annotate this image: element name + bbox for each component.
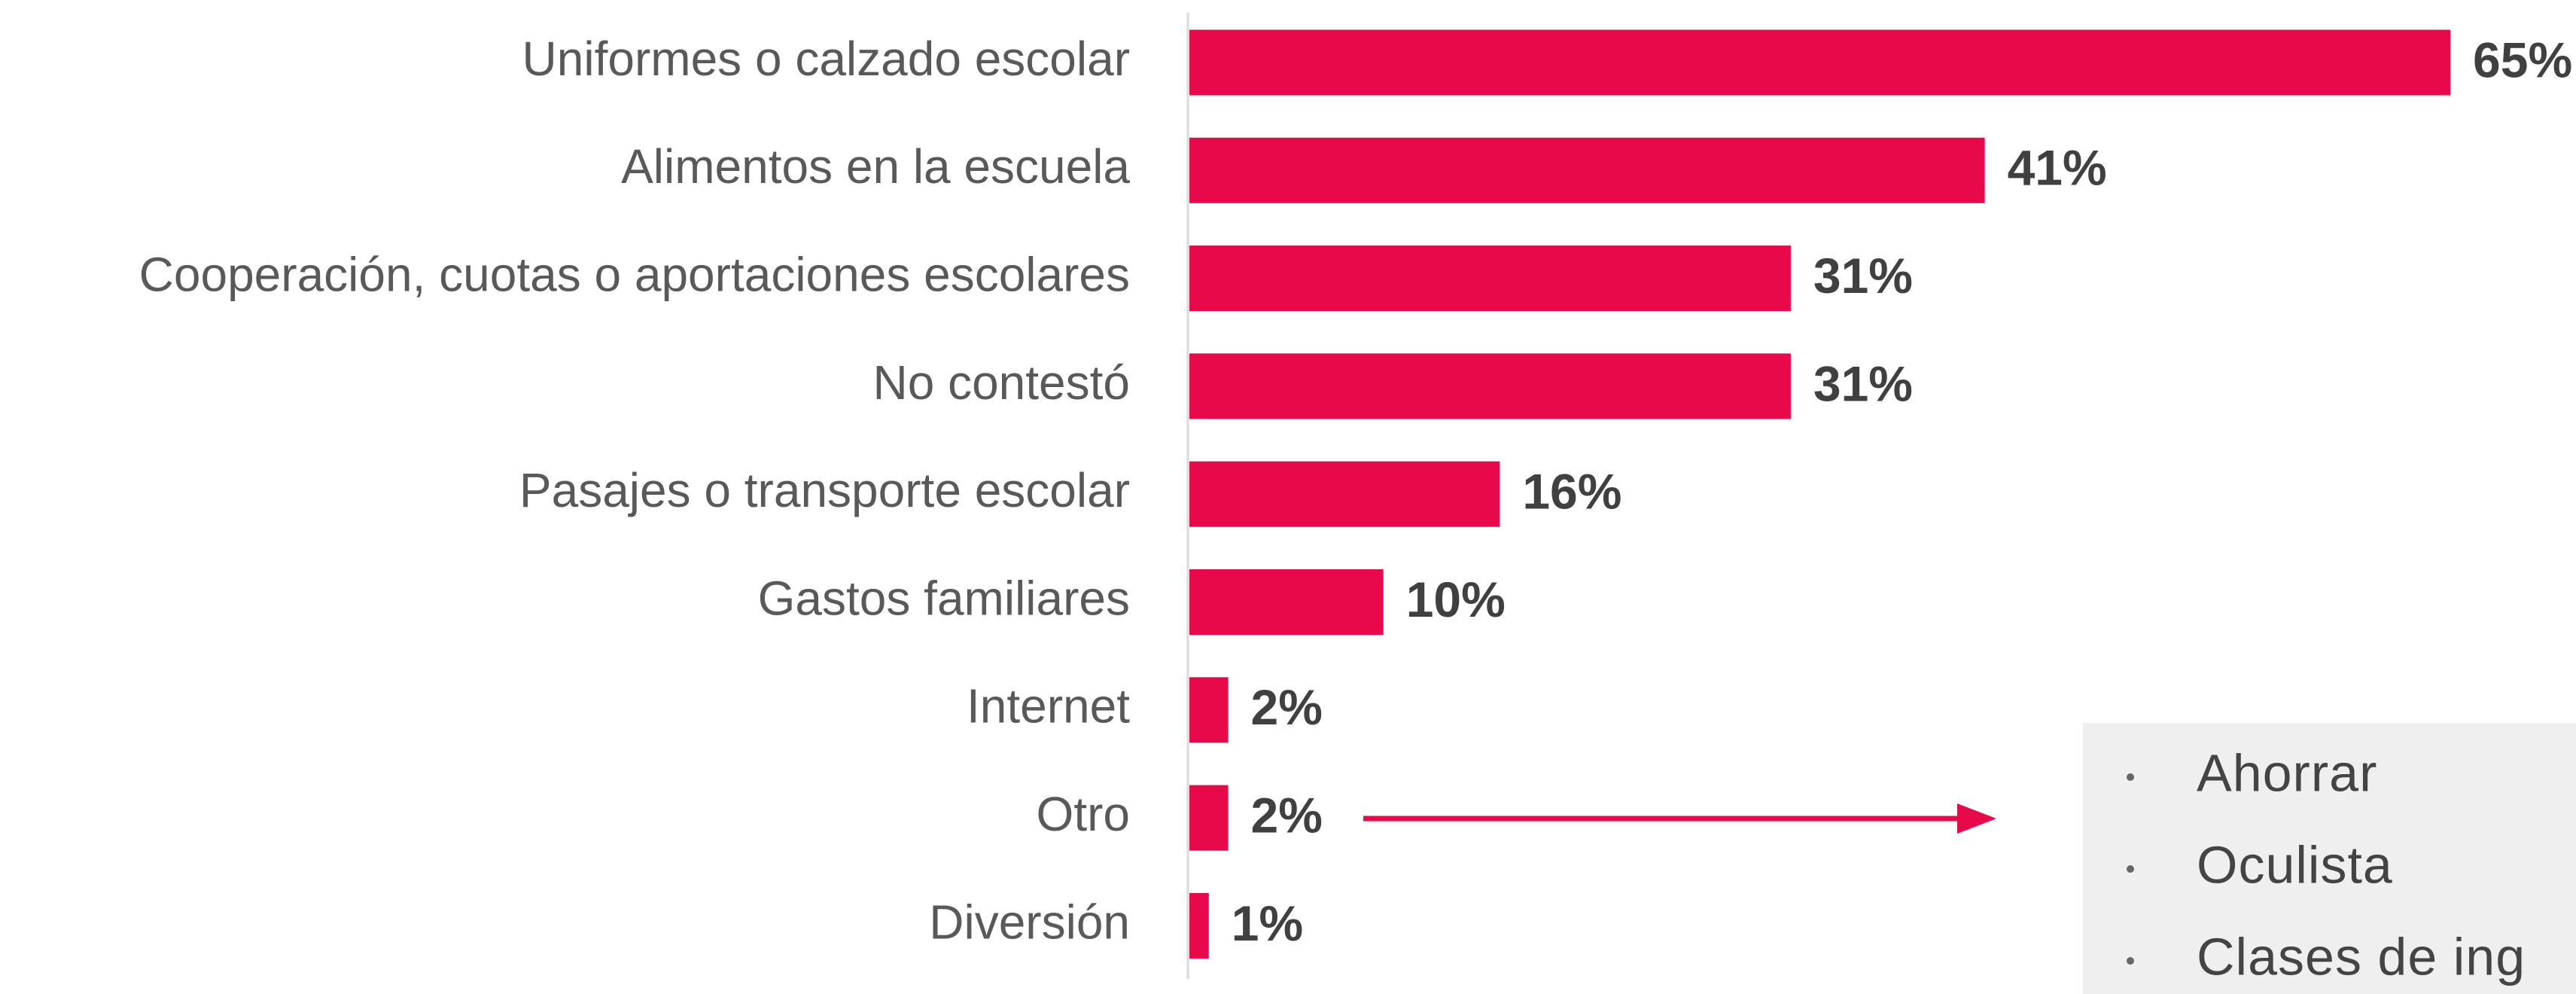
bar bbox=[1189, 137, 1985, 203]
annotation-box bbox=[2083, 723, 2576, 994]
data-label: 41% bbox=[2008, 140, 2107, 196]
data-label: 31% bbox=[1813, 355, 1913, 411]
bullet bbox=[2127, 957, 2134, 965]
bullet bbox=[2127, 865, 2134, 873]
category-label: Alimentos en la escuela bbox=[621, 139, 1130, 194]
data-label: 65% bbox=[2473, 32, 2572, 87]
arrow-head bbox=[1957, 803, 1996, 834]
category-label: Otro bbox=[1037, 787, 1130, 841]
annotation-item: Oculista bbox=[2197, 835, 2393, 894]
data-label: 2% bbox=[1251, 788, 1323, 843]
bar bbox=[1189, 245, 1791, 312]
bar bbox=[1189, 892, 1209, 959]
category-label: No contestó bbox=[872, 355, 1130, 410]
annotation-item: Ahorrar bbox=[2197, 743, 2377, 802]
data-label: 10% bbox=[1406, 572, 1506, 627]
bar bbox=[1189, 677, 1229, 743]
bullet bbox=[2127, 773, 2134, 781]
category-label: Diversión bbox=[929, 895, 1130, 949]
category-label: Pasajes o transporte escolar bbox=[519, 463, 1130, 517]
data-label: 16% bbox=[1522, 464, 1621, 520]
data-label: 31% bbox=[1813, 248, 1913, 303]
bar bbox=[1189, 29, 2451, 96]
bar bbox=[1189, 461, 1500, 527]
data-label: 1% bbox=[1232, 895, 1303, 951]
category-label: Internet bbox=[967, 679, 1130, 733]
category-label: Uniformes o calzado escolar bbox=[522, 32, 1130, 86]
data-label: 2% bbox=[1251, 679, 1323, 735]
category-label: Gastos familiares bbox=[758, 571, 1130, 625]
bar bbox=[1189, 569, 1384, 635]
annotation-item: Clases de ing bbox=[2197, 927, 2526, 986]
bar bbox=[1189, 353, 1791, 419]
category-label: Cooperación, cuotas o aportaciones escol… bbox=[139, 248, 1130, 302]
bar bbox=[1189, 785, 1229, 851]
